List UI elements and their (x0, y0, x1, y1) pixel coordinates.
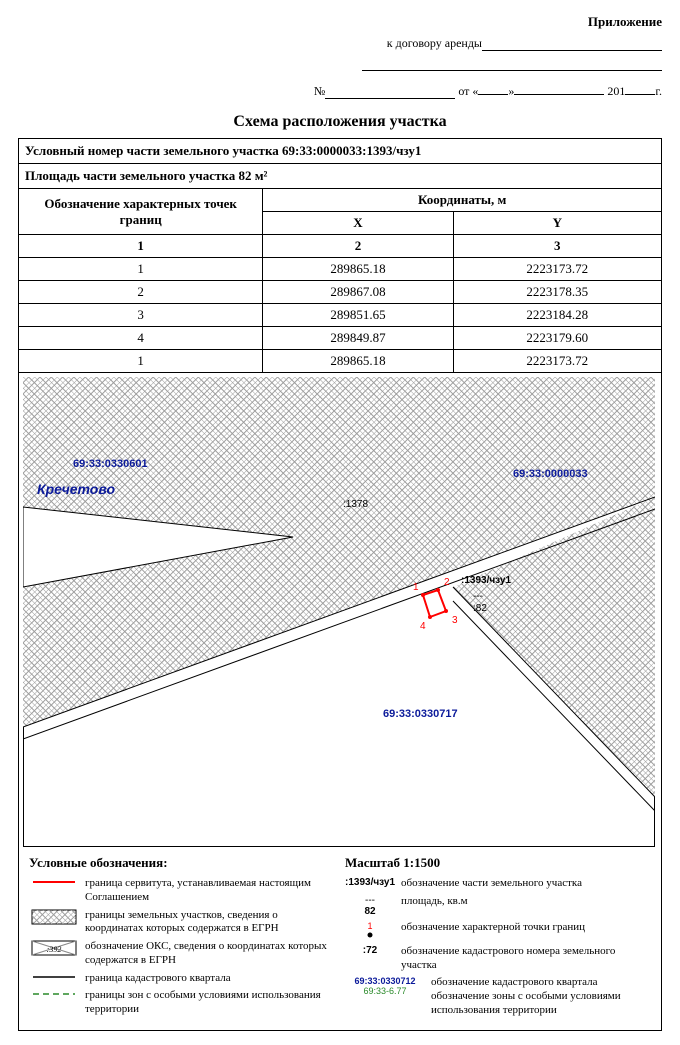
page-title: Схема расположения участка (18, 113, 662, 131)
legend-row: :1393/чзу1обозначение части земельного у… (345, 877, 651, 891)
legend-row: :72обозначение кадастрового номера земел… (345, 945, 651, 973)
legend-row: 69:33:033071269:33-6.77обозначение кадас… (345, 976, 651, 1017)
blank-line (482, 37, 662, 51)
num-prefix: № (314, 84, 325, 98)
coord-table: Обозначение характерных точек границ Коо… (18, 188, 662, 373)
svg-text:4: 4 (420, 621, 426, 632)
legend-row: граница кадастрового квартала (29, 972, 335, 986)
svg-text:69:33:0330601: 69:33:0330601 (73, 458, 148, 470)
col1-header: Обозначение характерных точек границ (19, 189, 263, 235)
contract-line: к договору аренды (18, 36, 662, 51)
scale-label: Масштаб 1:1500 (345, 855, 651, 871)
to-contract-label: к договору аренды (387, 36, 482, 50)
svg-text::82: :82 (473, 603, 487, 614)
svg-text:3: 3 (452, 615, 458, 626)
header-block: Приложение к договору аренды № от «» 201… (18, 14, 662, 99)
sign-line (18, 57, 662, 75)
svg-text:69:33:0330717: 69:33:0330717 (383, 708, 458, 720)
legend-row: 1обозначение характерной точки границ (345, 921, 651, 941)
appendix-label: Приложение (18, 14, 662, 30)
year-label: 201 (607, 84, 625, 98)
legend-right: Масштаб 1:1500 :1393/чзу1обозначение час… (345, 855, 651, 1022)
table-row: 2289867.082223178.35 (19, 281, 662, 304)
area-row: Площадь части земельного участка 82 м² (18, 163, 662, 189)
legend-row: границы земельных участков, сведения о к… (29, 909, 335, 937)
svg-text:69:33:0000033: 69:33:0000033 (513, 468, 588, 480)
svg-text:2: 2 (444, 577, 450, 588)
x-header: X (263, 212, 453, 235)
legend-row: :392обозначение ОКС, сведения о координа… (29, 940, 335, 968)
map-container: 1 2 3 4 69:33:0330601 Кречетово 69:33:0000033:… (18, 373, 662, 1031)
svg-text::1393/чзу1: :1393/чзу1 (461, 575, 511, 586)
legend-row: границы зон с особыми условиями использо… (29, 989, 335, 1017)
svg-text:1: 1 (367, 921, 372, 931)
table-row: 1289865.182223173.72 (19, 350, 662, 373)
legend-row: ---82площадь, кв.м (345, 895, 651, 917)
parcel-number-row: Условный номер части земельного участка … (18, 138, 662, 164)
table-row: 3289851.652223184.28 (19, 304, 662, 327)
map-svg: 1 2 3 4 69:33:0330601 Кречетово 69:33:0000033:… (23, 377, 655, 847)
legend-title: Условные обозначения: (29, 855, 335, 871)
y-header: Y (453, 212, 661, 235)
legend-left: Условные обозначения: граница сервитута,… (29, 855, 335, 1022)
svg-text:Кречетово: Кречетово (37, 481, 115, 497)
table-row: 4289849.872223179.60 (19, 327, 662, 350)
svg-text::1378: :1378 (343, 499, 368, 510)
svg-text::392: :392 (47, 945, 62, 954)
legend: Условные обозначения: граница сервитута,… (23, 847, 657, 1026)
from-label: от « (458, 84, 478, 98)
numrow: 1 2 3 (19, 235, 662, 258)
number-line: № от «» 201г. (18, 81, 662, 99)
coord-header: Координаты, м (263, 189, 662, 212)
table-row: 1289865.182223173.72 (19, 258, 662, 281)
svg-text:---: --- (473, 591, 483, 602)
legend-row: граница сервитута, устанавливаемая насто… (29, 877, 335, 905)
year-suffix: г. (655, 84, 662, 98)
svg-text:1: 1 (413, 582, 419, 593)
